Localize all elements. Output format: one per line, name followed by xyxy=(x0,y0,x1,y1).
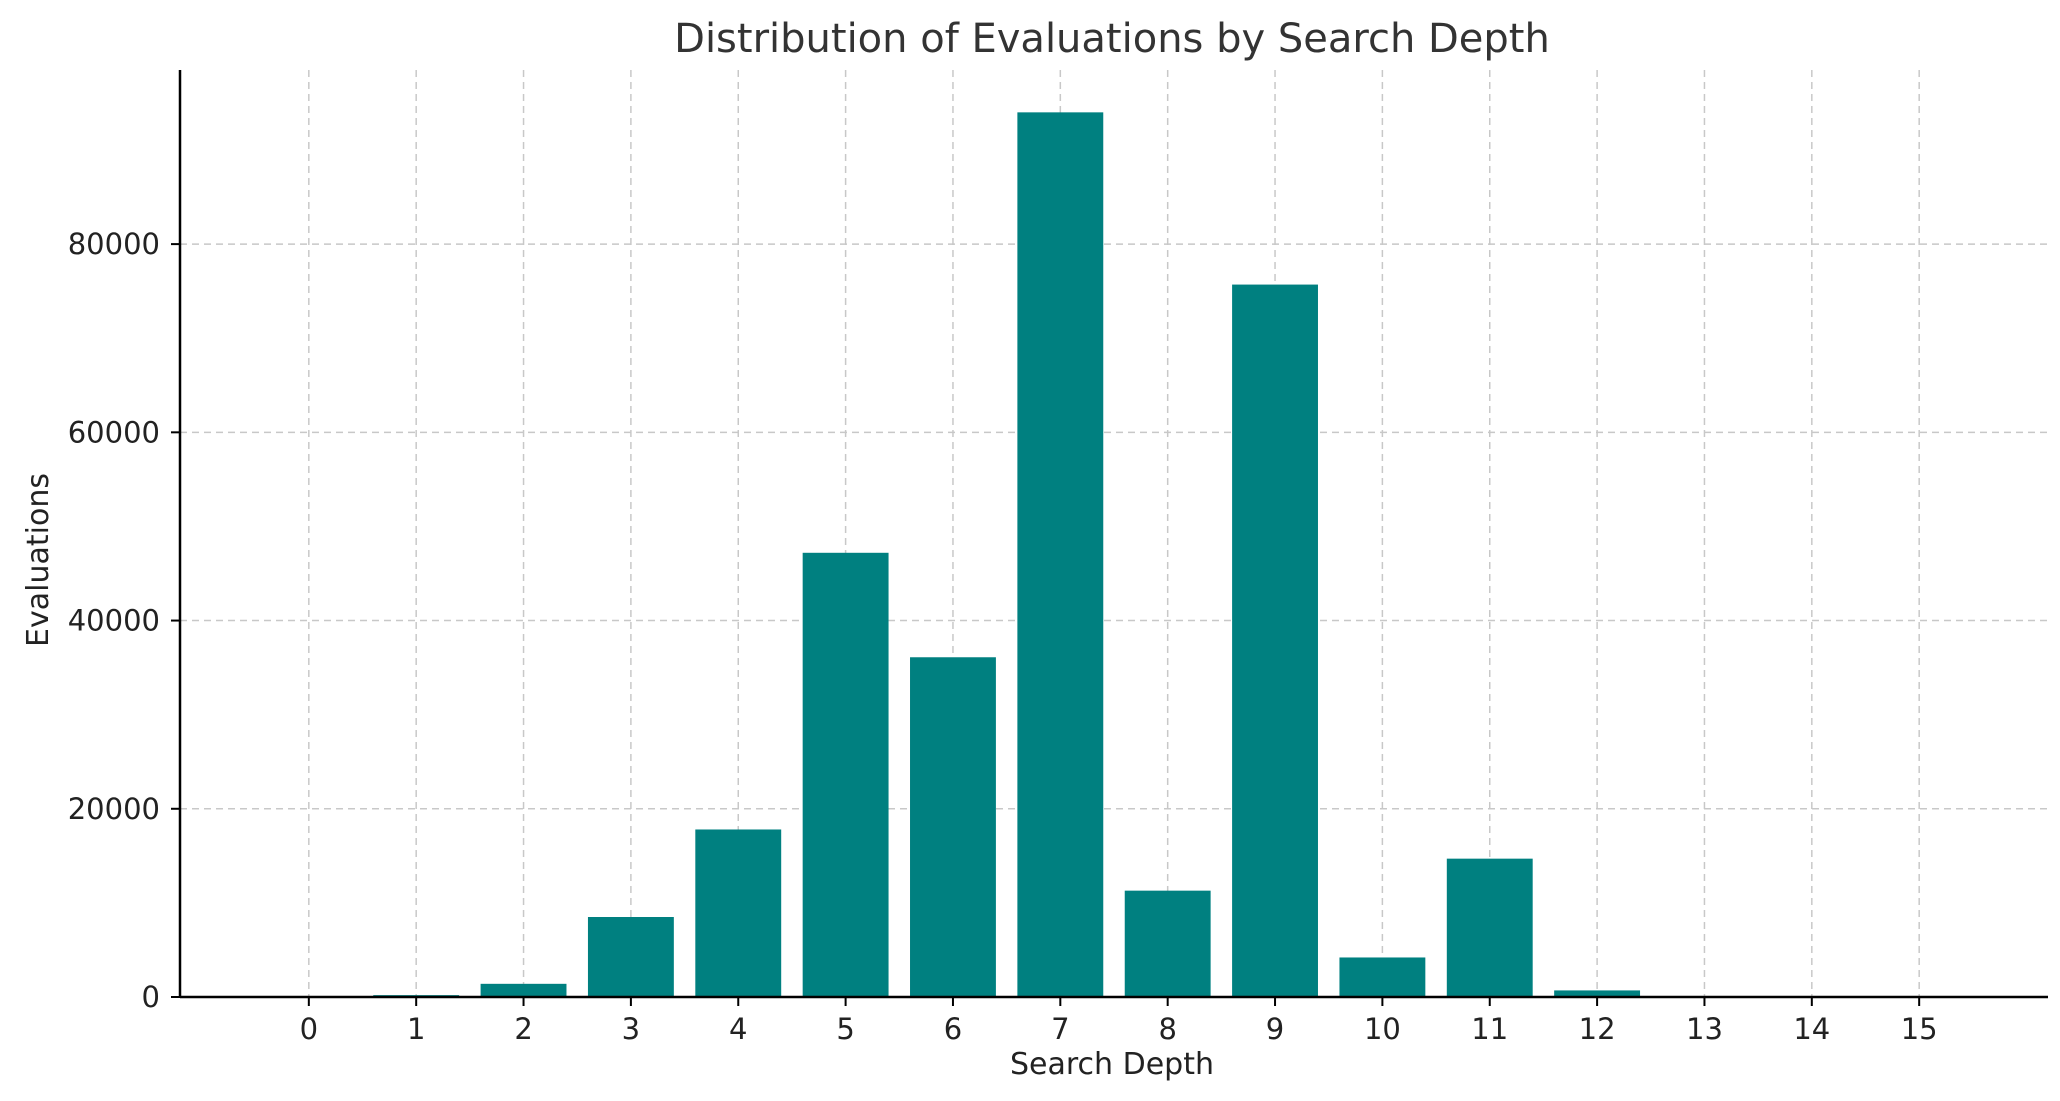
bar xyxy=(910,657,996,997)
x-tick-label: 13 xyxy=(1686,1012,1723,1046)
x-tick-label: 7 xyxy=(1051,1012,1069,1046)
bar xyxy=(695,829,782,997)
x-tick-label: 6 xyxy=(944,1012,962,1046)
x-tick-label: 12 xyxy=(1579,1012,1616,1046)
bar xyxy=(1339,957,1426,997)
y-tick-label: 40000 xyxy=(68,604,160,638)
axes xyxy=(178,70,2048,999)
x-tick-label: 3 xyxy=(622,1012,640,1046)
x-tick-label: 8 xyxy=(1158,1012,1176,1046)
x-tick-label: 10 xyxy=(1364,1012,1401,1046)
y-ticks: 0 20000 40000 60000 80000 xyxy=(68,227,180,1014)
x-tick-label: 2 xyxy=(514,1012,532,1046)
bar xyxy=(1124,890,1211,997)
bar xyxy=(1554,990,1641,997)
x-tick-label: 9 xyxy=(1266,1012,1284,1046)
bar xyxy=(802,552,889,997)
bar xyxy=(1232,284,1318,998)
bar xyxy=(587,917,674,997)
x-tick-label: 11 xyxy=(1471,1012,1508,1046)
y-tick-label: 0 xyxy=(142,980,160,1014)
chart-title: Distribution of Evaluations by Search De… xyxy=(674,16,1550,62)
y-tick-label: 20000 xyxy=(68,792,160,826)
bars xyxy=(373,112,1641,998)
bar xyxy=(1446,858,1533,997)
x-tick-label: 1 xyxy=(407,1012,425,1046)
grid xyxy=(180,70,2048,997)
x-tick-label: 5 xyxy=(836,1012,854,1046)
bar xyxy=(480,983,567,997)
x-tick-label: 14 xyxy=(1793,1012,1830,1046)
x-tick-label: 4 xyxy=(729,1012,747,1046)
y-tick-label: 60000 xyxy=(68,415,160,449)
x-axis-label: Search Depth xyxy=(1010,1047,1214,1082)
x-tick-label: 15 xyxy=(1901,1012,1938,1046)
y-axis-label: Evaluations xyxy=(21,473,56,647)
bar xyxy=(1017,112,1104,998)
x-ticks: 0 1 2 3 4 5 6 7 8 9 10 11 12 13 14 15 xyxy=(300,997,1938,1046)
x-tick-label: 0 xyxy=(300,1012,318,1046)
y-tick-label: 80000 xyxy=(68,227,160,261)
